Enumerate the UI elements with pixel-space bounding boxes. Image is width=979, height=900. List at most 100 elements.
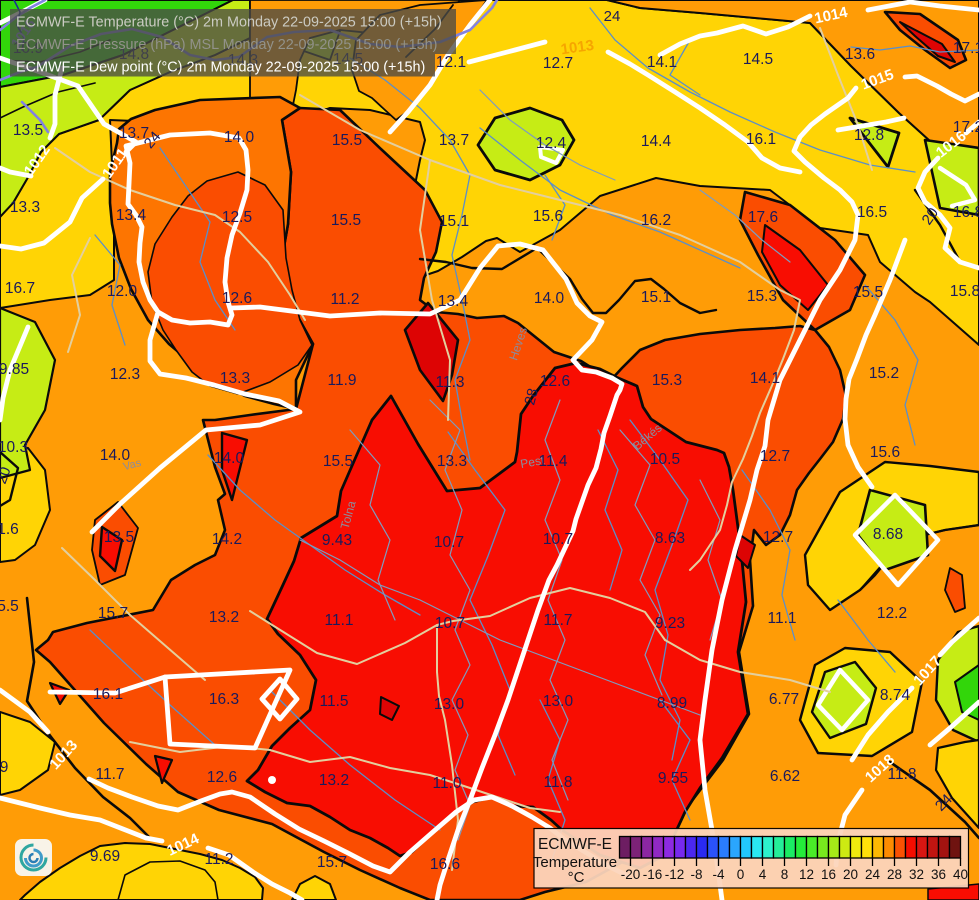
- svg-text:28: 28: [887, 867, 902, 882]
- svg-text:16.3: 16.3: [209, 691, 239, 708]
- svg-text:°C: °C: [568, 869, 585, 886]
- svg-text:11.0: 11.0: [432, 775, 461, 792]
- svg-text:12.6: 12.6: [207, 769, 237, 786]
- svg-text:17.2: 17.2: [953, 119, 979, 136]
- svg-text:9.69: 9.69: [90, 848, 120, 865]
- svg-text:12: 12: [799, 867, 814, 882]
- svg-text:14.1: 14.1: [750, 370, 780, 387]
- svg-text:12.8: 12.8: [854, 127, 884, 144]
- svg-text:ECMWF-E Dew point (°C) 2m Mond: ECMWF-E Dew point (°C) 2m Monday 22-09-2…: [16, 60, 425, 76]
- svg-text:12.5: 12.5: [222, 209, 252, 226]
- svg-text:12.7: 12.7: [760, 448, 790, 465]
- svg-text:15.5: 15.5: [332, 132, 362, 149]
- svg-text:16.2: 16.2: [641, 212, 671, 229]
- svg-text:8.99: 8.99: [657, 695, 687, 712]
- svg-text:15.6: 15.6: [870, 444, 900, 461]
- svg-text:12.3: 12.3: [110, 366, 140, 383]
- svg-text:16.7: 16.7: [5, 280, 35, 297]
- svg-text:8: 8: [781, 867, 789, 882]
- svg-text:13.4: 13.4: [438, 293, 469, 310]
- svg-text:13.3: 13.3: [220, 370, 250, 387]
- svg-text:8.74: 8.74: [880, 687, 911, 704]
- svg-text:14.1: 14.1: [647, 54, 677, 71]
- svg-text:12.7: 12.7: [543, 55, 573, 72]
- svg-text:14.5: 14.5: [743, 51, 773, 68]
- svg-text:13.5: 13.5: [104, 529, 134, 546]
- svg-text:15.1: 15.1: [439, 213, 469, 230]
- svg-text:16.1: 16.1: [746, 131, 776, 148]
- svg-text:11.2: 11.2: [330, 291, 359, 308]
- svg-text:12.6: 12.6: [222, 290, 252, 307]
- svg-text:10.7: 10.7: [543, 531, 573, 548]
- svg-text:8.68: 8.68: [873, 526, 903, 543]
- svg-text:13.3: 13.3: [10, 199, 40, 216]
- svg-text:9.85: 9.85: [0, 361, 29, 378]
- svg-text:9.55: 9.55: [658, 770, 688, 787]
- svg-text:13.6: 13.6: [845, 46, 875, 63]
- svg-text:13.4: 13.4: [116, 207, 147, 224]
- svg-text:11.4: 11.4: [538, 453, 567, 470]
- svg-text:16.5: 16.5: [857, 204, 887, 221]
- svg-text:13.7: 13.7: [119, 125, 149, 142]
- svg-text:4: 4: [759, 867, 767, 882]
- svg-text:15.8: 15.8: [950, 283, 979, 300]
- svg-text:16: 16: [821, 867, 836, 882]
- svg-text:6.62: 6.62: [770, 768, 800, 785]
- svg-text:10.7: 10.7: [435, 615, 465, 632]
- svg-text:ECMWF-E: ECMWF-E: [538, 836, 612, 853]
- svg-text:11.2: 11.2: [204, 851, 233, 868]
- svg-text:15.5: 15.5: [323, 453, 353, 470]
- svg-text:24: 24: [604, 8, 621, 25]
- svg-text:ECMWF-E Pressure (hPa) MSL Mon: ECMWF-E Pressure (hPa) MSL Monday 22-09-…: [16, 37, 437, 53]
- svg-text:0: 0: [737, 867, 745, 882]
- svg-text:14.2: 14.2: [212, 531, 242, 548]
- svg-text:Vas: Vas: [122, 457, 143, 473]
- svg-text:12.6: 12.6: [540, 373, 570, 390]
- svg-text:11.8: 11.8: [543, 774, 572, 791]
- svg-text:1014: 1014: [813, 4, 850, 28]
- svg-text:11.3: 11.3: [435, 374, 464, 391]
- svg-text:24: 24: [865, 867, 881, 882]
- svg-text:15.7: 15.7: [98, 605, 128, 622]
- svg-text:17.6: 17.6: [748, 209, 778, 226]
- svg-text:-8: -8: [690, 867, 702, 882]
- svg-text:12.4: 12.4: [536, 135, 567, 152]
- svg-text:13.0: 13.0: [543, 693, 574, 710]
- svg-text:16.6: 16.6: [430, 856, 460, 873]
- svg-text:15.2: 15.2: [869, 365, 899, 382]
- svg-text:16.1: 16.1: [93, 686, 123, 703]
- svg-text:15.1: 15.1: [641, 289, 671, 306]
- svg-text:20: 20: [919, 205, 942, 228]
- svg-text:14.0: 14.0: [214, 450, 245, 467]
- svg-text:11.1: 11.1: [324, 612, 353, 629]
- svg-text:13.3: 13.3: [437, 453, 467, 470]
- svg-text:14.0: 14.0: [100, 447, 131, 464]
- svg-text:11.7: 11.7: [543, 612, 572, 629]
- svg-text:5.5: 5.5: [0, 598, 19, 615]
- svg-text:10.5: 10.5: [650, 451, 680, 468]
- svg-text:14.0: 14.0: [224, 129, 255, 146]
- svg-text:12.2: 12.2: [877, 605, 907, 622]
- svg-text:ECMWF-E Temperature (°C) 2m Mo: ECMWF-E Temperature (°C) 2m Monday 22-09…: [16, 15, 442, 31]
- svg-text:16.8: 16.8: [953, 204, 979, 221]
- svg-text:11.1: 11.1: [767, 610, 796, 627]
- svg-text:15.5: 15.5: [853, 284, 883, 301]
- svg-text:-4: -4: [712, 867, 724, 882]
- svg-text:20: 20: [843, 867, 858, 882]
- svg-text:6.77: 6.77: [769, 691, 799, 708]
- svg-text:1013: 1013: [560, 37, 595, 58]
- svg-text:17.1: 17.1: [953, 40, 979, 57]
- svg-text:28: 28: [521, 387, 542, 408]
- svg-text:8.63: 8.63: [655, 530, 685, 547]
- svg-text:11.7: 11.7: [95, 766, 124, 783]
- svg-text:11.5: 11.5: [319, 693, 348, 710]
- svg-text:15.3: 15.3: [747, 288, 777, 305]
- svg-text:40: 40: [953, 867, 968, 882]
- svg-text:14.4: 14.4: [641, 133, 672, 150]
- svg-text:11.8: 11.8: [887, 766, 916, 783]
- svg-text:12.0: 12.0: [107, 283, 138, 300]
- svg-text:13.0: 13.0: [434, 696, 465, 713]
- svg-text:-20: -20: [621, 867, 641, 882]
- svg-text:13.2: 13.2: [209, 609, 239, 626]
- svg-text:36: 36: [931, 867, 946, 882]
